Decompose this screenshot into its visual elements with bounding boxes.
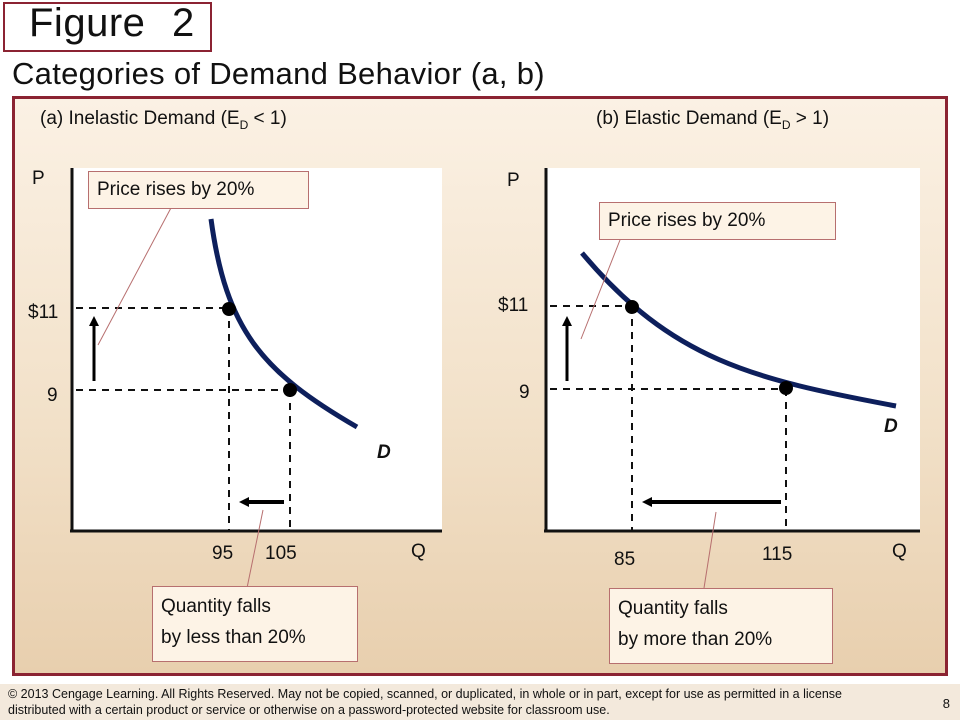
demand-curve-a xyxy=(208,218,359,430)
callout-line-price-a xyxy=(97,205,173,346)
xlabel-a: Q xyxy=(411,541,426,562)
y-tick-11-b: $11 xyxy=(498,295,529,316)
callout-line-price-b xyxy=(580,239,621,340)
x-tick-115-b: 115 xyxy=(762,544,793,565)
footer: © 2013 Cengage Learning. All Rights Rese… xyxy=(0,684,960,720)
point-115-9 xyxy=(779,381,793,395)
x-tick-95-a: 95 xyxy=(212,543,234,564)
demand-curve-b xyxy=(580,251,897,409)
curve-label-b: D xyxy=(884,416,898,437)
y-tick-11-a: $11 xyxy=(28,302,59,323)
point-105-9 xyxy=(283,383,297,397)
subtitle-a: (a) Inelastic Demand (ED < 1) xyxy=(40,108,287,132)
curve-label-a: D xyxy=(377,442,391,463)
point-85-11 xyxy=(625,300,639,314)
x-tick-85-b: 85 xyxy=(614,549,636,570)
callout-line-qty-b xyxy=(703,511,717,589)
figure-number: 2 xyxy=(172,1,195,45)
annotation-price-b: Price rises by 20% xyxy=(599,202,836,240)
point-95-11 xyxy=(222,302,236,316)
callout-line-qty-a xyxy=(246,509,264,589)
figure-label-box: Figure 2 xyxy=(3,1,212,52)
y-tick-9-b: 9 xyxy=(519,382,530,403)
page-number: 8 xyxy=(942,696,950,711)
copyright-notice: © 2013 Cengage Learning. All Rights Rese… xyxy=(8,687,843,717)
annotation-quantity-b: Quantity falls by more than 20% xyxy=(609,588,833,664)
figure-label: Figure xyxy=(29,1,146,45)
page-title: Categories of Demand Behavior (a, b) xyxy=(12,56,545,91)
ylabel-b: P xyxy=(507,170,520,191)
subtitle-b: (b) Elastic Demand (ED > 1) xyxy=(596,108,830,132)
annotation-price-a: Price rises by 20% xyxy=(88,171,309,209)
x-tick-105-a: 105 xyxy=(265,543,297,564)
xlabel-b: Q xyxy=(892,541,907,562)
y-tick-9-a: 9 xyxy=(47,385,58,406)
ylabel-a: P xyxy=(32,168,45,189)
annotation-quantity-a: Quantity falls by less than 20% xyxy=(152,586,358,662)
